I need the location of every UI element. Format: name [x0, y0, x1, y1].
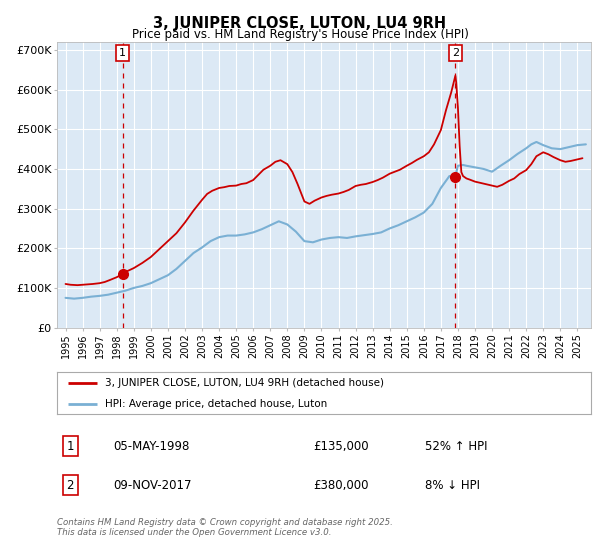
Text: 3, JUNIPER CLOSE, LUTON, LU4 9RH: 3, JUNIPER CLOSE, LUTON, LU4 9RH — [154, 16, 446, 31]
Text: 2: 2 — [67, 479, 74, 492]
Text: 1: 1 — [67, 440, 74, 452]
Text: Contains HM Land Registry data © Crown copyright and database right 2025.
This d: Contains HM Land Registry data © Crown c… — [57, 518, 393, 538]
Text: 3, JUNIPER CLOSE, LUTON, LU4 9RH (detached house): 3, JUNIPER CLOSE, LUTON, LU4 9RH (detach… — [105, 378, 384, 388]
Text: 05-MAY-1998: 05-MAY-1998 — [113, 440, 190, 452]
Text: 52% ↑ HPI: 52% ↑ HPI — [425, 440, 488, 452]
Text: HPI: Average price, detached house, Luton: HPI: Average price, detached house, Luto… — [105, 399, 328, 409]
Text: Price paid vs. HM Land Registry's House Price Index (HPI): Price paid vs. HM Land Registry's House … — [131, 28, 469, 41]
Text: £380,000: £380,000 — [313, 479, 369, 492]
Text: 09-NOV-2017: 09-NOV-2017 — [113, 479, 191, 492]
Text: £135,000: £135,000 — [313, 440, 369, 452]
Text: 2: 2 — [452, 48, 459, 58]
Text: 8% ↓ HPI: 8% ↓ HPI — [425, 479, 481, 492]
Text: 1: 1 — [119, 48, 126, 58]
